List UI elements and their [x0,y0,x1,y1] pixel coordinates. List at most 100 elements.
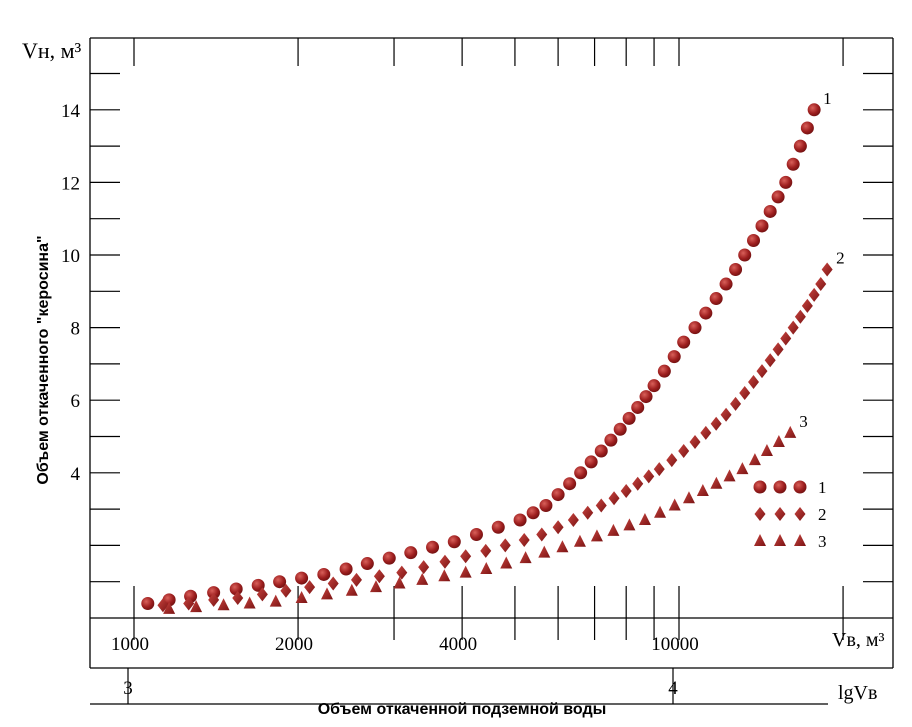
point-series-2 [256,587,268,602]
point-series-2 [710,416,722,431]
point-series-3 [393,576,406,589]
point-series-1 [382,551,396,565]
point-series-1 [551,488,565,502]
legend-item-2: 2 [754,505,827,524]
point-series-2 [808,287,820,302]
legend: 1 2 3 [753,478,827,551]
point-series-2 [157,598,169,613]
point-series-2 [678,444,690,459]
point-series-1 [779,175,793,189]
x-tick-label: 2000 [275,634,313,655]
point-series-1 [657,364,671,378]
point-series-1 [469,528,483,542]
point-series-2 [764,353,776,368]
y-tick-label: 6 [71,391,81,412]
point-series-1 [719,277,733,291]
point-series-2 [821,262,833,277]
x-unit-label: Vв, м³ [832,629,885,651]
legend-marker-3 [754,534,766,546]
point-series-3 [696,483,709,496]
point-series-2 [787,320,799,335]
legend-item-3: 3 [754,532,827,551]
point-series-1 [295,571,309,585]
series-3: 3 [163,412,808,614]
point-series-3 [370,580,383,593]
series-end-label-2: 2 [836,249,845,268]
point-series-2 [772,342,784,357]
point-series-2 [748,375,760,390]
legend-marker-3 [794,534,806,546]
point-series-2 [460,549,472,564]
point-series-1 [539,498,553,512]
point-series-2 [720,407,732,422]
point-series-1 [563,477,577,491]
y-tick-label: 10 [61,246,80,267]
series-end-label-1: 1 [823,89,832,108]
point-series-2 [608,491,620,506]
point-series-1 [647,379,661,393]
point-series-2 [780,331,792,346]
point-series-1 [594,444,608,458]
point-series-1 [317,567,331,581]
point-series-2 [653,462,665,477]
point-series-1 [574,466,588,480]
legend-marker-2 [754,507,766,521]
point-series-3 [723,469,736,482]
point-series-3 [736,462,749,475]
point-series-3 [438,569,451,582]
point-series-3 [710,476,723,489]
point-series-3 [190,600,203,613]
series-end-label-3: 3 [799,412,808,431]
point-series-3 [590,529,603,542]
point-series-1 [755,219,769,233]
point-series-3 [163,601,176,614]
series-1: 1 [141,89,832,610]
y-tick-label: 12 [61,173,80,194]
legend-marker-2 [774,507,786,521]
y-axis-title: Объем откаченного "керосина" [35,235,52,484]
point-series-2 [439,554,451,569]
point-series-2 [280,583,292,598]
point-series-2 [595,498,607,513]
point-series-3 [538,545,551,558]
point-series-2 [801,298,813,313]
point-series-2 [536,527,548,542]
y-tick-label: 8 [71,319,81,340]
point-series-2 [327,576,339,591]
legend-label-3: 3 [818,532,827,551]
point-series-1 [800,121,814,135]
point-series-2 [418,560,430,575]
point-series-1 [339,562,353,576]
point-series-2 [666,453,678,468]
point-series-3 [607,523,620,536]
point-series-1 [807,103,821,117]
point-series-1 [426,540,440,554]
lg-tick-label: 3 [123,678,133,699]
point-series-1 [404,546,418,560]
point-series-2 [373,569,385,584]
point-series-3 [480,561,493,574]
point-series-2 [480,543,492,558]
point-series-1 [747,233,761,247]
legend-marker-2 [794,507,806,521]
point-series-3 [784,425,797,438]
point-series-2 [700,425,712,440]
point-series-1 [604,433,618,447]
axis-labels: Vн, м³ Объем откаченного "керосина" Vв, … [22,38,885,718]
point-series-2 [620,483,632,498]
legend-item-1: 1 [753,478,827,497]
point-series-1 [491,520,505,534]
point-series-1 [613,422,627,436]
point-series-2 [304,580,316,595]
y-unit-label: Vн, м³ [22,38,82,63]
point-series-1 [786,157,800,171]
point-series-3 [345,583,358,596]
point-series-3 [668,498,681,511]
legend-label-2: 2 [818,505,827,524]
point-series-2 [567,512,579,527]
point-series-3 [416,572,429,585]
point-series-2 [582,505,594,520]
point-series-2 [643,469,655,484]
point-series-1 [622,411,636,425]
